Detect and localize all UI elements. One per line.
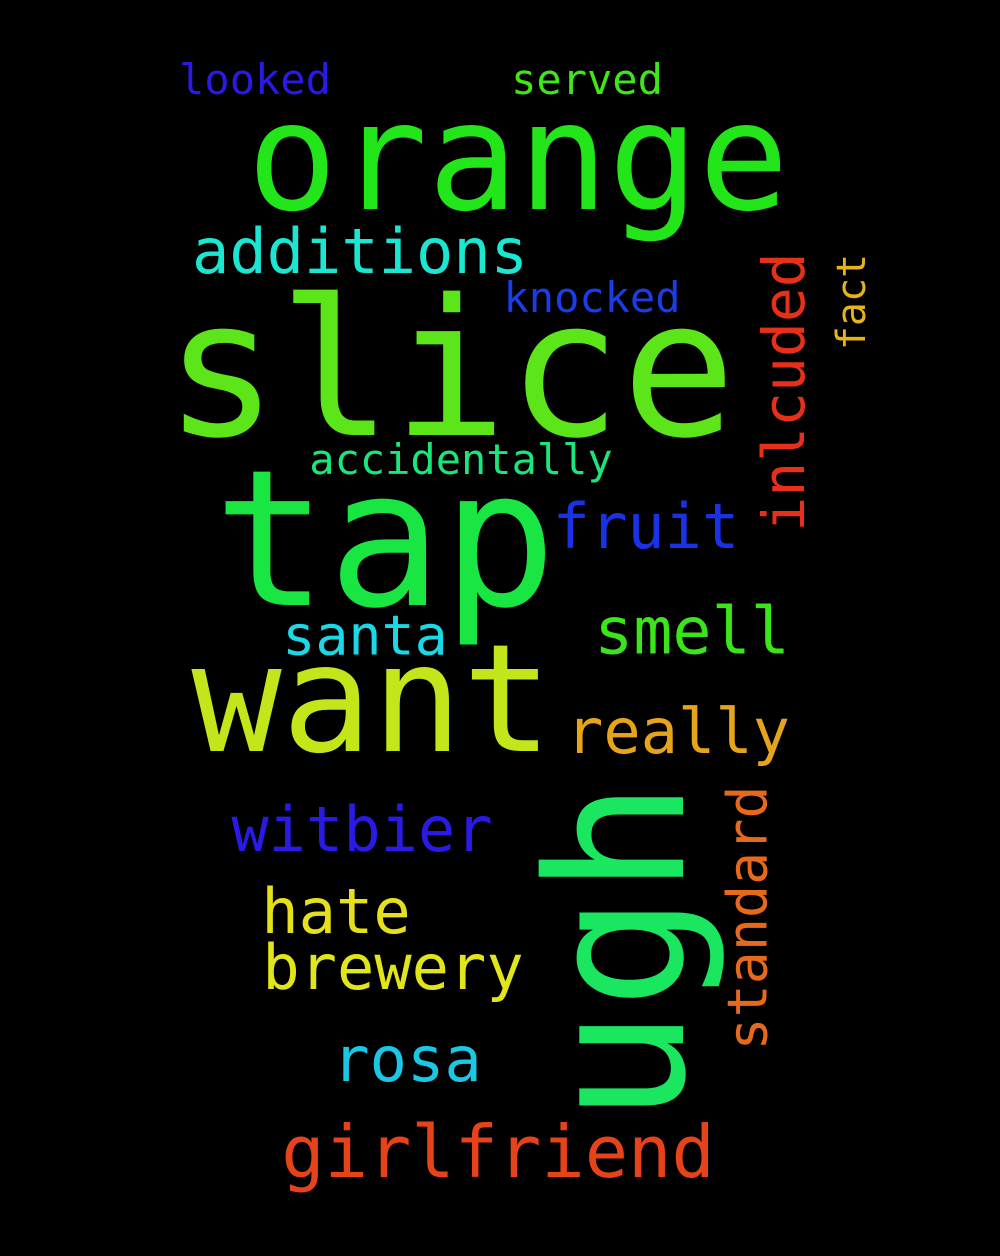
word-smell: smell (594, 594, 790, 670)
word-orange: orange (247, 71, 789, 245)
word-tap: tap (213, 429, 557, 650)
word-ugh: ugh (507, 780, 728, 1124)
word-slice: slice (164, 259, 736, 480)
word-brewery: brewery (262, 931, 524, 1004)
word-want: want (191, 613, 553, 787)
word-santa: santa (282, 603, 448, 668)
word-inlcuded: inlcuded (750, 252, 818, 532)
word-really: really (566, 695, 790, 768)
word-rosa: rosa (332, 1023, 482, 1096)
word-served: served (511, 55, 663, 104)
word-knocked: knocked (503, 273, 681, 322)
word-girlfriend: girlfriend (281, 1110, 715, 1194)
word-fact: fact (829, 253, 875, 351)
word-standard: standard (715, 785, 780, 1051)
word-additions: additions (192, 215, 528, 288)
word-accidentally: accidentally (309, 435, 613, 484)
word-hate: hate (261, 875, 411, 948)
word-witbier: witbier (231, 793, 493, 866)
word-fruit: fruit (552, 490, 740, 563)
word-looked: looked (179, 55, 331, 104)
